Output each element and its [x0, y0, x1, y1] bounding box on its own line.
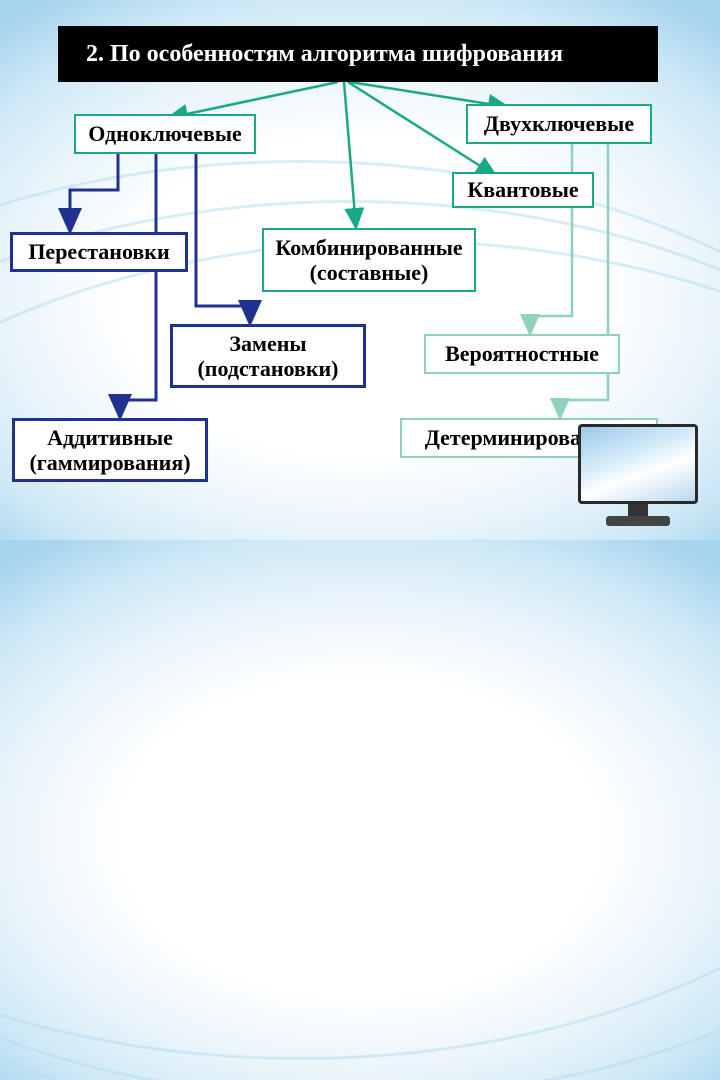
- node-probabilistic: Вероятностные: [424, 334, 620, 374]
- node-permutations: Перестановки: [10, 232, 188, 272]
- node-substitutions: Замены (подстановки): [170, 324, 366, 388]
- node-dual_key: Двухключевые: [466, 104, 652, 144]
- node-additive: Аддитивные (гаммирования): [12, 418, 208, 482]
- node-combined: Комбинированные (составные): [262, 228, 476, 292]
- section-title: 2. По особенностям алгоритма шифрования: [58, 26, 658, 82]
- node-quantum: Квантовые: [452, 172, 594, 208]
- edge: [168, 82, 338, 118]
- section-title-text: 2. По особенностям алгоритма шифрования: [86, 41, 563, 68]
- computer-monitor-icon: [568, 424, 708, 534]
- node-single_key: Одноключевые: [74, 114, 256, 154]
